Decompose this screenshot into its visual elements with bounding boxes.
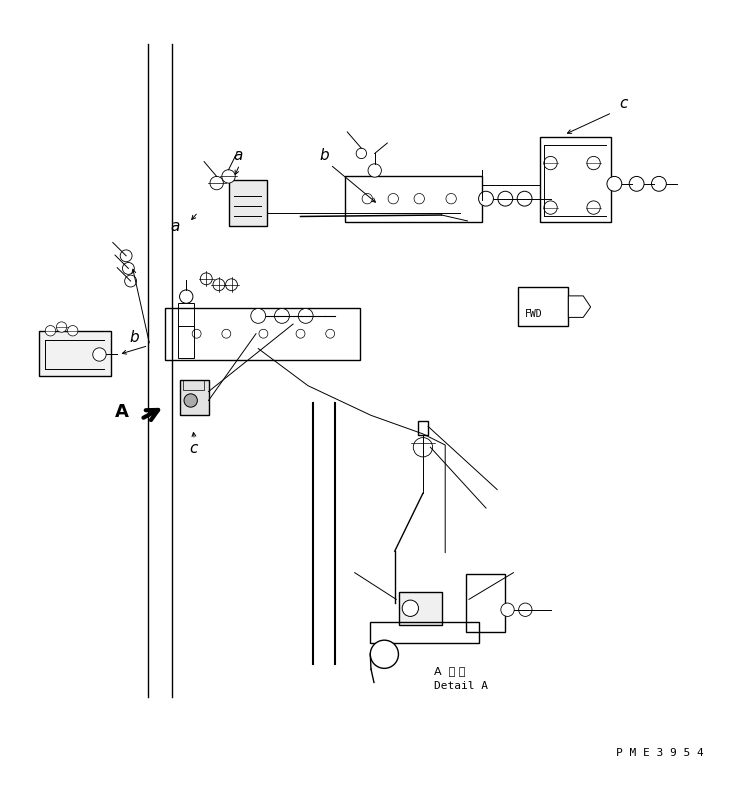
Circle shape <box>402 600 418 617</box>
Text: A: A <box>115 403 129 421</box>
Circle shape <box>222 329 231 338</box>
Circle shape <box>180 290 193 304</box>
Circle shape <box>446 194 456 204</box>
Text: b: b <box>319 148 329 163</box>
Bar <box>466 574 505 632</box>
Circle shape <box>213 279 225 291</box>
Circle shape <box>413 437 433 457</box>
Circle shape <box>93 348 106 361</box>
Bar <box>399 592 442 625</box>
Bar <box>518 287 568 326</box>
Text: c: c <box>620 96 628 111</box>
Text: P M E 3 9 5 4: P M E 3 9 5 4 <box>616 748 703 758</box>
Circle shape <box>587 156 600 170</box>
Circle shape <box>275 308 289 324</box>
Polygon shape <box>568 296 591 317</box>
Circle shape <box>222 170 235 183</box>
Circle shape <box>192 329 201 338</box>
Text: Detail A: Detail A <box>434 681 488 691</box>
Circle shape <box>414 194 424 204</box>
Circle shape <box>517 191 532 206</box>
Circle shape <box>120 250 132 262</box>
Circle shape <box>56 322 67 332</box>
Bar <box>178 303 194 358</box>
Circle shape <box>356 148 367 159</box>
Text: FWD: FWD <box>525 309 543 320</box>
Bar <box>345 175 482 223</box>
Bar <box>540 137 611 223</box>
Circle shape <box>259 329 268 338</box>
Circle shape <box>388 194 398 204</box>
Bar <box>165 308 360 360</box>
Circle shape <box>501 603 514 617</box>
Circle shape <box>479 191 493 206</box>
Circle shape <box>544 201 557 214</box>
Bar <box>180 380 209 416</box>
Circle shape <box>498 191 513 206</box>
Circle shape <box>326 329 335 338</box>
Circle shape <box>45 325 56 336</box>
Bar <box>39 332 111 376</box>
Circle shape <box>184 394 197 407</box>
Circle shape <box>296 329 305 338</box>
Circle shape <box>298 308 313 324</box>
Circle shape <box>651 176 666 191</box>
Circle shape <box>368 163 381 177</box>
Circle shape <box>226 279 237 291</box>
Circle shape <box>122 263 134 275</box>
Circle shape <box>200 273 212 284</box>
Circle shape <box>210 176 223 190</box>
Circle shape <box>519 603 532 617</box>
Text: a: a <box>234 148 243 163</box>
Circle shape <box>251 308 266 324</box>
Circle shape <box>125 275 137 287</box>
Circle shape <box>629 176 644 191</box>
Text: c: c <box>189 441 197 457</box>
Circle shape <box>607 176 622 191</box>
Circle shape <box>587 201 600 214</box>
Bar <box>418 421 428 436</box>
Text: A  詳 細: A 詳 細 <box>434 666 465 676</box>
Bar <box>183 380 204 390</box>
Bar <box>370 622 479 643</box>
Bar <box>229 180 267 226</box>
Text: a: a <box>171 219 180 234</box>
Circle shape <box>544 156 557 170</box>
Circle shape <box>68 325 78 336</box>
Text: b: b <box>130 330 139 345</box>
Circle shape <box>362 194 372 204</box>
Circle shape <box>370 640 398 668</box>
